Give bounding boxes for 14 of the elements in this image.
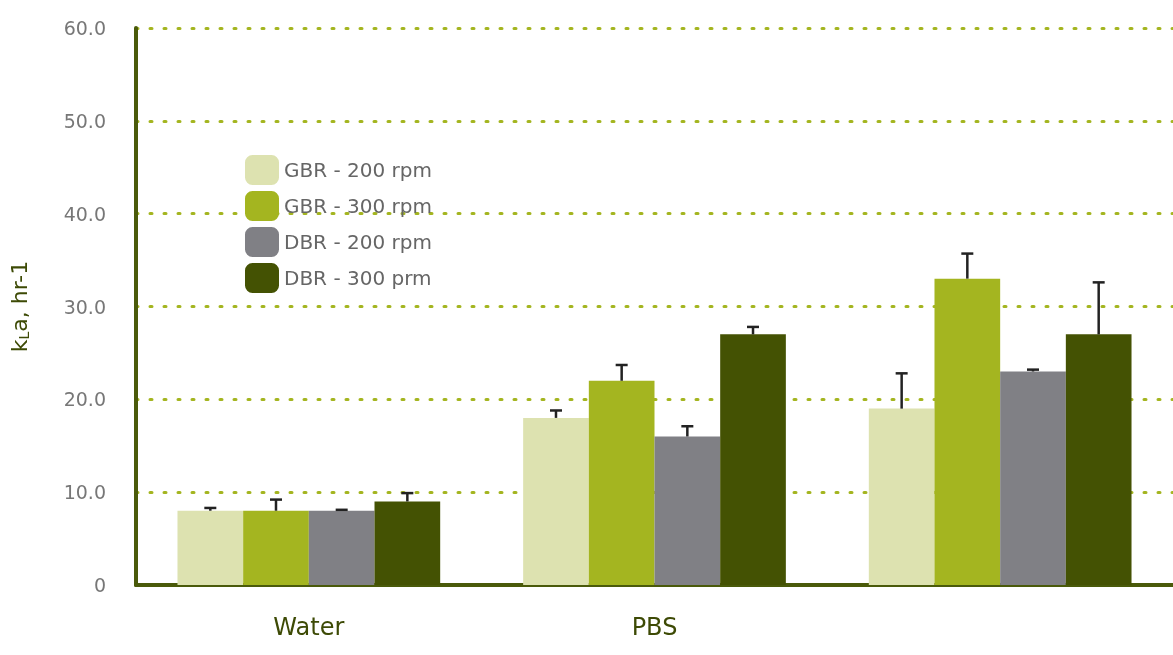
legend-label: DBR - 200 rpm — [284, 230, 432, 254]
x-tick-label: PBS — [631, 613, 678, 641]
y-tick-label: 60.0 — [63, 17, 106, 39]
y-tick-label: 20.0 — [63, 388, 106, 411]
y-tick-label: 0 — [93, 574, 106, 596]
x-tick-label: Water — [273, 613, 345, 641]
y-axis-title: kLa, hr-1 — [6, 260, 32, 353]
y-tick-label: 40.0 — [63, 202, 106, 225]
legend-label: DBR - 300 prm — [284, 266, 432, 290]
y-tick-label: 30.0 — [63, 295, 106, 318]
y-tick-label: 50.0 — [63, 109, 106, 132]
legend-label: GBR - 300 rpm — [284, 194, 432, 218]
legend-label: GBR - 200 rpm — [284, 158, 432, 182]
y-tick-label: 10.0 — [63, 481, 106, 504]
